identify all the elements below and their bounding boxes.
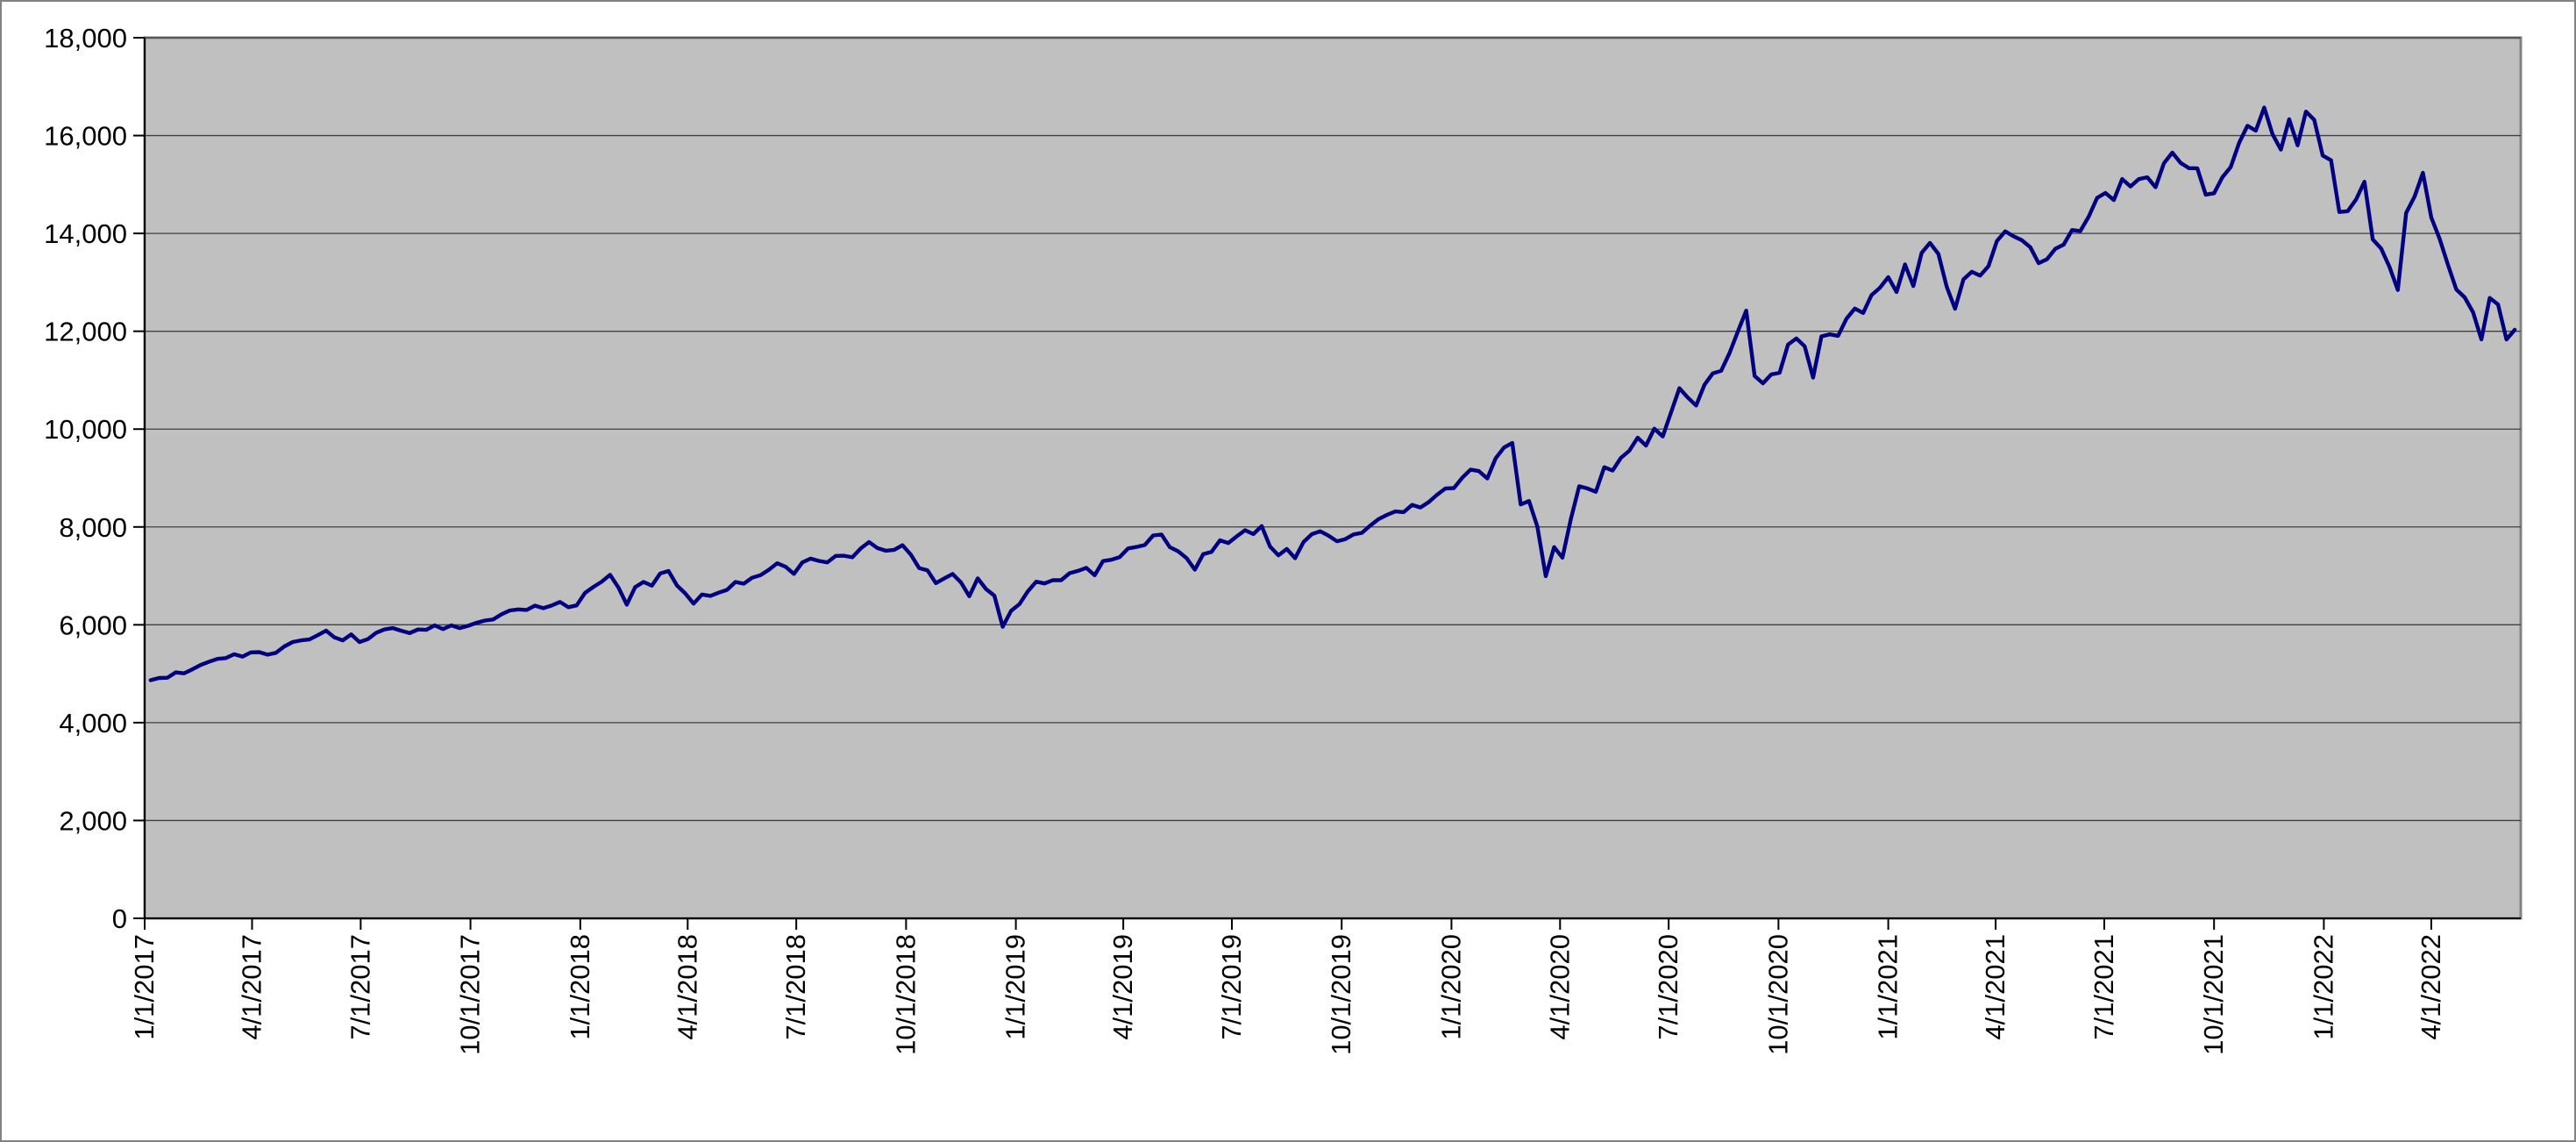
y-tick-label: 2,000: [59, 805, 127, 836]
y-tick-label: 0: [112, 903, 127, 934]
y-tick-label: 4,000: [59, 708, 127, 739]
price-line: [148, 105, 2517, 682]
y-tick-label: 14,000: [44, 218, 127, 249]
plot-area: [143, 36, 2523, 920]
y-tick-label: 12,000: [44, 317, 127, 347]
x-tick-label: 7/1/2020: [1653, 934, 1683, 1040]
x-tick-label: 4/1/2021: [1980, 934, 2010, 1040]
x-tick-label: 1/1/2020: [1435, 934, 1466, 1040]
y-tick-label: 18,000: [44, 23, 127, 54]
x-tick-label: 10/1/2020: [1762, 934, 1793, 1055]
x-tick-label: 1/1/2022: [2308, 934, 2338, 1040]
y-tick-label: 10,000: [44, 414, 127, 445]
x-tick-label: 7/1/2021: [2089, 934, 2119, 1040]
x-tick-label: 4/1/2020: [1544, 934, 1575, 1040]
x-tick-label: 10/1/2017: [455, 934, 486, 1055]
x-tick-label: 10/1/2019: [1326, 934, 1356, 1055]
x-tick-label: 4/1/2017: [237, 934, 267, 1040]
y-tick-label: 16,000: [44, 121, 127, 152]
x-tick-label: 4/1/2022: [2416, 934, 2446, 1040]
x-tick-label: 10/1/2018: [890, 934, 921, 1055]
x-tick-label: 7/1/2017: [345, 934, 375, 1040]
y-tick-label: 8,000: [59, 512, 127, 543]
x-tick-label: 1/1/2019: [1000, 934, 1031, 1040]
x-tick-label: 7/1/2019: [1216, 934, 1247, 1040]
x-tick-label: 1/1/2018: [565, 934, 595, 1040]
x-tick-label: 1/1/2017: [129, 934, 160, 1040]
y-tick-label: 6,000: [59, 610, 127, 640]
x-tick-label: 7/1/2018: [780, 934, 811, 1040]
x-tick-label: 4/1/2018: [672, 934, 702, 1040]
x-tick-label: 1/1/2021: [1873, 934, 1904, 1040]
x-tick-label: 4/1/2019: [1107, 934, 1138, 1040]
x-tick-label: 10/1/2021: [2198, 934, 2229, 1055]
